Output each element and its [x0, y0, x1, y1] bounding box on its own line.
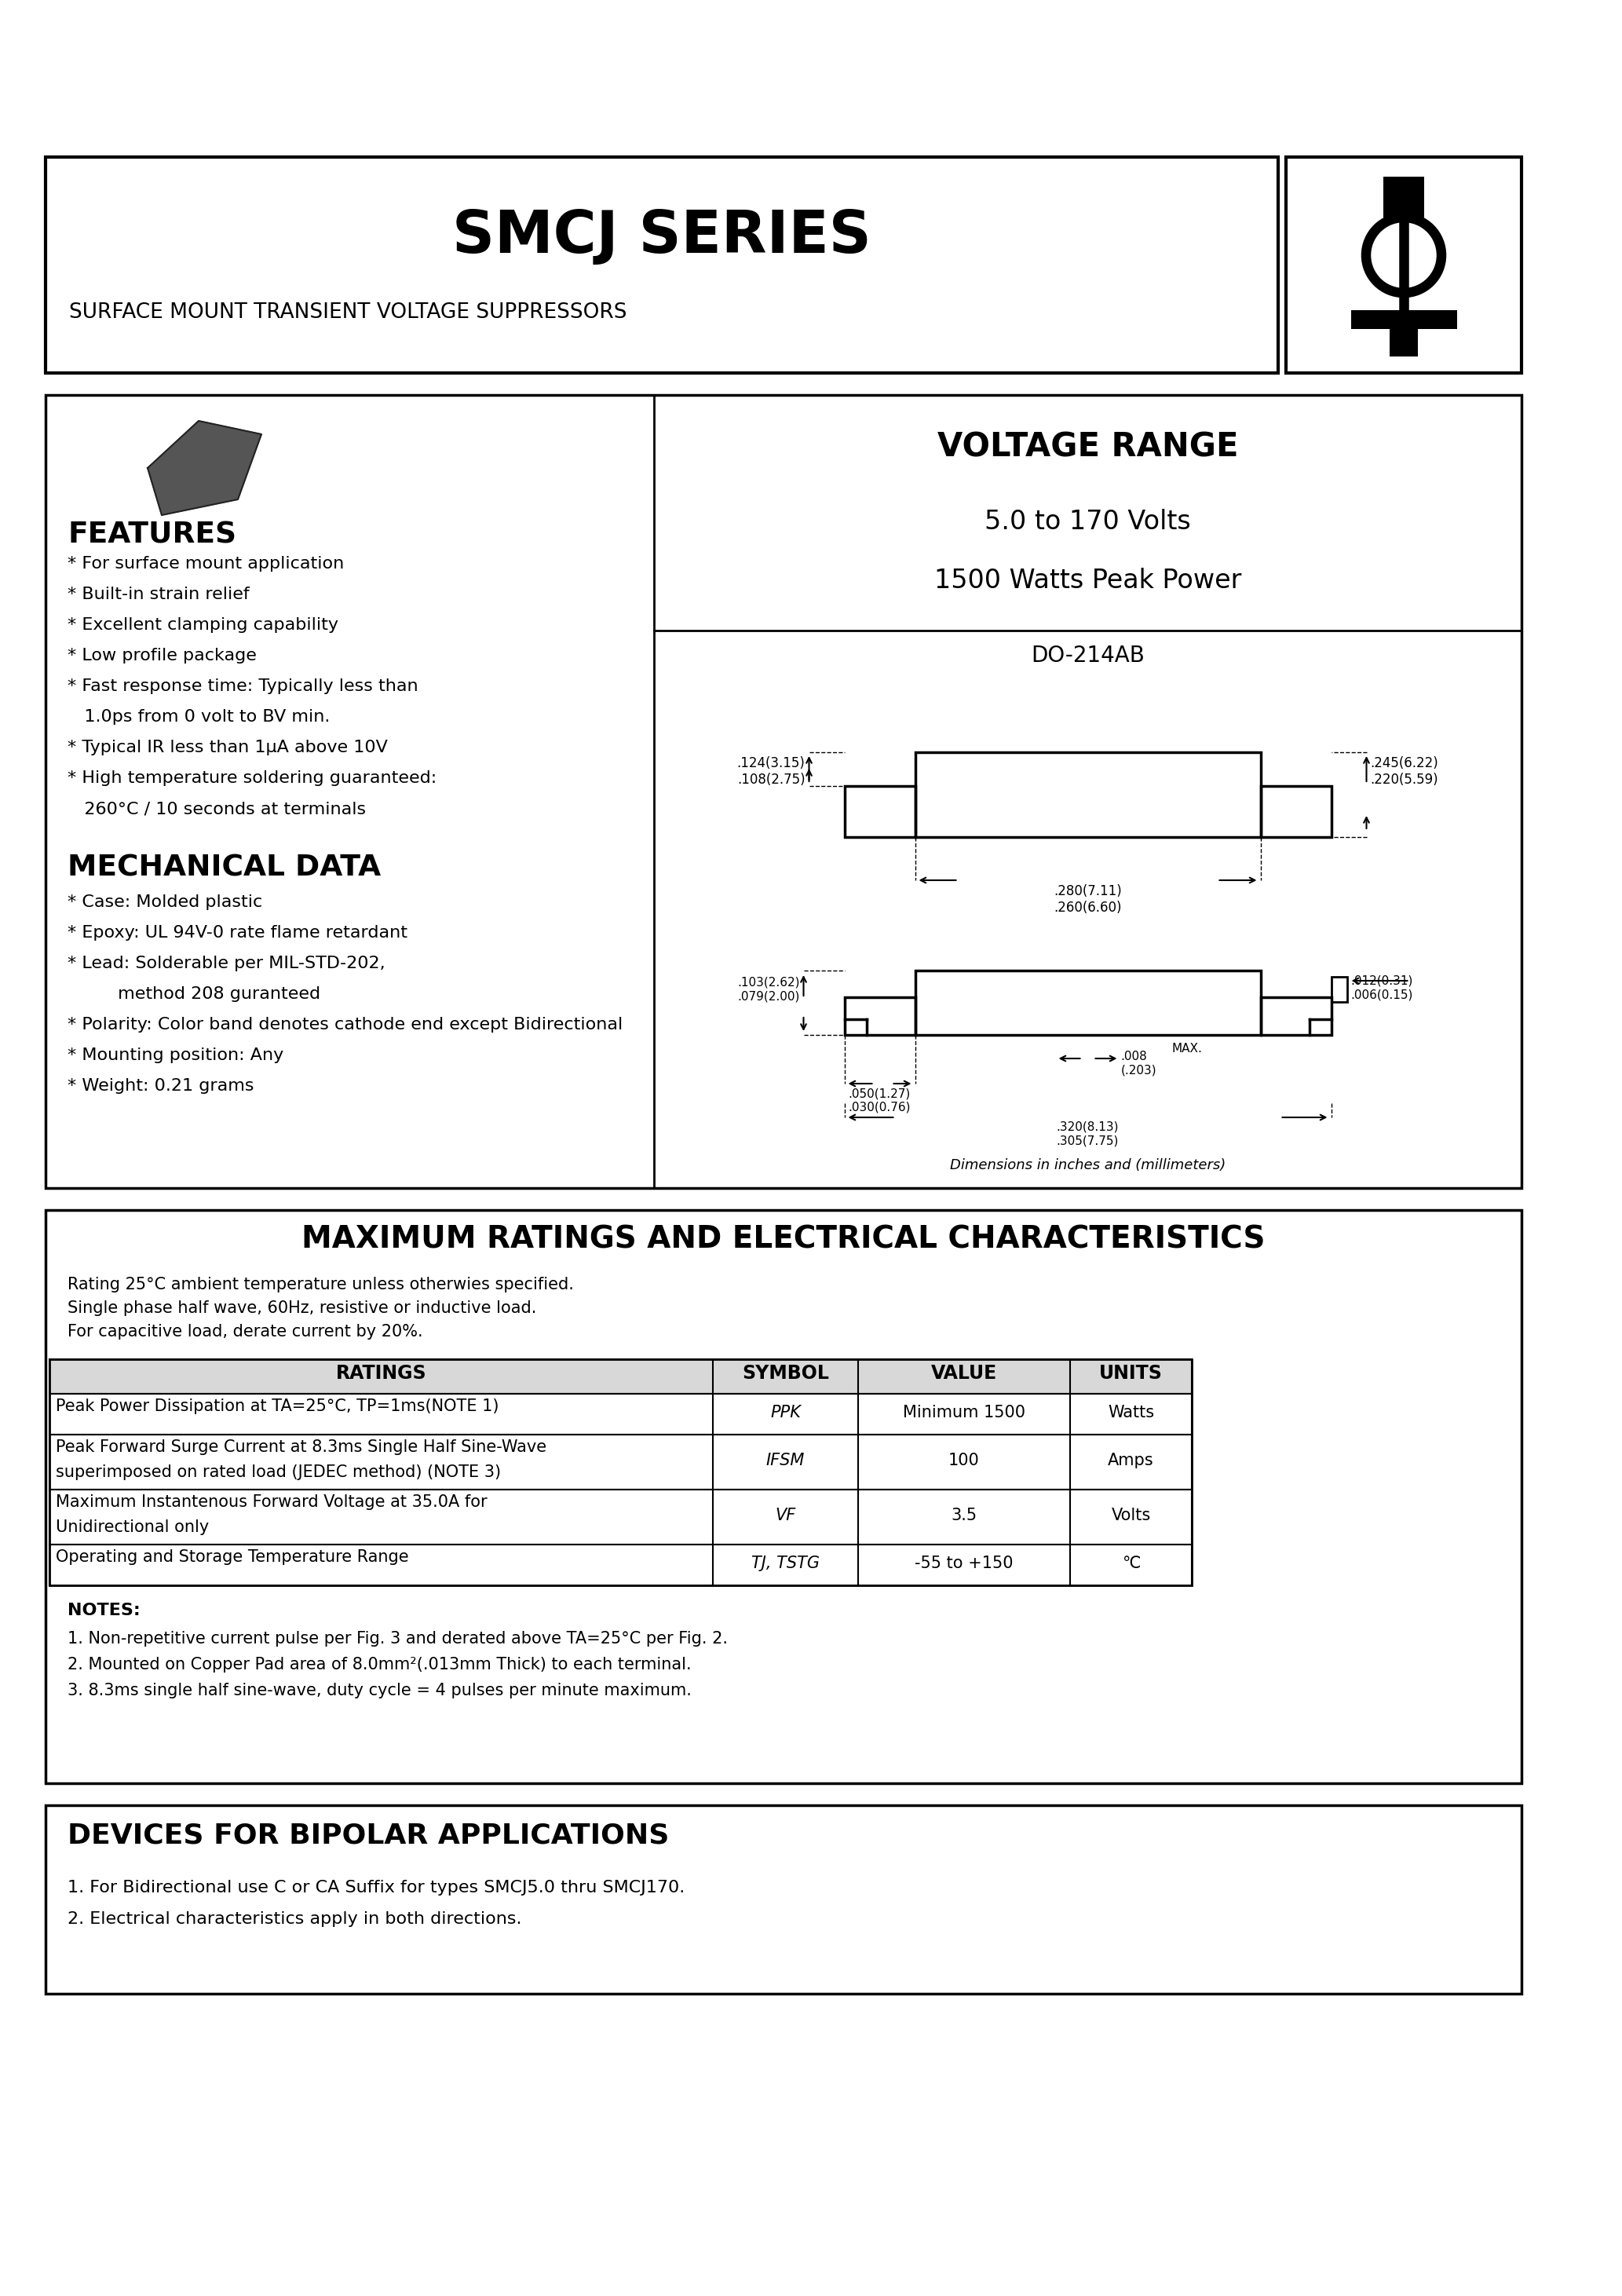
Text: IFSM: IFSM [766, 1453, 805, 1469]
Text: * Weight: 0.21 grams: * Weight: 0.21 grams [68, 1079, 255, 1093]
Bar [45, 156, 1278, 372]
Text: .008
(.203): .008 (.203) [1121, 1052, 1156, 1077]
Text: * Case: Molded plastic: * Case: Molded plastic [68, 895, 263, 909]
Bar [49, 1435, 1192, 1490]
Text: 3.5: 3.5 [950, 1508, 976, 1522]
Bar [1260, 996, 1332, 1035]
Text: Peak Forward Surge Current at 8.3ms Single Half Sine-Wave: Peak Forward Surge Current at 8.3ms Sing… [55, 1440, 547, 1456]
Text: * Built-in strain relief: * Built-in strain relief [68, 585, 250, 602]
Bar [845, 785, 915, 838]
Bar [1390, 328, 1418, 356]
Text: 100: 100 [949, 1453, 980, 1469]
Text: * Low profile package: * Low profile package [68, 647, 256, 664]
Bar [45, 1210, 1521, 1784]
Text: superimposed on rated load (JEDEC method) (NOTE 3): superimposed on rated load (JEDEC method… [55, 1465, 501, 1481]
Text: For capacitive load, derate current by 20%.: For capacitive load, derate current by 2… [68, 1325, 423, 1339]
Text: Watts: Watts [1108, 1405, 1155, 1421]
Bar [1351, 310, 1457, 328]
Text: 2. Mounted on Copper Pad area of 8.0mm²(.013mm Thick) to each terminal.: 2. Mounted on Copper Pad area of 8.0mm²(… [68, 1658, 691, 1671]
Text: MAX.: MAX. [1171, 1042, 1202, 1054]
Text: SMCJ SERIES: SMCJ SERIES [453, 209, 871, 266]
Text: * Mounting position: Any: * Mounting position: Any [68, 1047, 284, 1063]
Text: 1500 Watts Peak Power: 1500 Watts Peak Power [934, 567, 1241, 595]
Text: RATINGS: RATINGS [336, 1364, 427, 1382]
Polygon shape [148, 420, 261, 514]
Text: Dimensions in inches and (millimeters): Dimensions in inches and (millimeters) [950, 1157, 1226, 1173]
Text: UNITS: UNITS [1100, 1364, 1163, 1382]
Text: Peak Power Dissipation at TA=25°C, TP=1ms(NOTE 1): Peak Power Dissipation at TA=25°C, TP=1m… [55, 1398, 500, 1414]
Bar [49, 1545, 1192, 1584]
Text: Volts: Volts [1111, 1508, 1150, 1522]
Text: .124(3.15)
.108(2.75): .124(3.15) .108(2.75) [736, 755, 805, 788]
Text: * High temperature soldering guaranteed:: * High temperature soldering guaranteed: [68, 769, 436, 785]
Text: * Typical IR less than 1μA above 10V: * Typical IR less than 1μA above 10V [68, 739, 388, 755]
Text: SYMBOL: SYMBOL [741, 1364, 829, 1382]
Text: NOTES:: NOTES: [68, 1603, 141, 1619]
Bar [49, 1394, 1192, 1435]
Text: MAXIMUM RATINGS AND ELECTRICAL CHARACTERISTICS: MAXIMUM RATINGS AND ELECTRICAL CHARACTER… [302, 1224, 1265, 1254]
Bar [45, 395, 1521, 1187]
Text: SURFACE MOUNT TRANSIENT VOLTAGE SUPPRESSORS: SURFACE MOUNT TRANSIENT VOLTAGE SUPPRESS… [70, 303, 626, 324]
Text: PPK: PPK [770, 1405, 801, 1421]
Text: 1.0ps from 0 volt to BV min.: 1.0ps from 0 volt to BV min. [68, 709, 329, 726]
Text: DEVICES FOR BIPOLAR APPLICATIONS: DEVICES FOR BIPOLAR APPLICATIONS [68, 1823, 670, 1848]
Text: Minimum 1500: Minimum 1500 [903, 1405, 1025, 1421]
Text: Amps: Amps [1108, 1453, 1153, 1469]
Text: 1. Non-repetitive current pulse per Fig. 3 and derated above TA=25°C per Fig. 2.: 1. Non-repetitive current pulse per Fig.… [68, 1630, 728, 1646]
Text: .012(0.31)
.006(0.15): .012(0.31) .006(0.15) [1351, 976, 1413, 1001]
Text: .280(7.11)
.260(6.60): .280(7.11) .260(6.60) [1054, 884, 1122, 914]
Text: 260°C / 10 seconds at terminals: 260°C / 10 seconds at terminals [68, 801, 367, 817]
Text: 3. 8.3ms single half sine-wave, duty cycle = 4 pulses per minute maximum.: 3. 8.3ms single half sine-wave, duty cyc… [68, 1683, 691, 1699]
Text: 5.0 to 170 Volts: 5.0 to 170 Volts [985, 510, 1191, 535]
Bar [49, 1359, 1192, 1394]
Bar [45, 1805, 1521, 1993]
Text: VOLTAGE RANGE: VOLTAGE RANGE [938, 429, 1238, 464]
Text: VALUE: VALUE [931, 1364, 998, 1382]
Text: 2. Electrical characteristics apply in both directions.: 2. Electrical characteristics apply in b… [68, 1910, 522, 1926]
Text: * Excellent clamping capability: * Excellent clamping capability [68, 618, 339, 634]
Text: * Fast response time: Typically less than: * Fast response time: Typically less tha… [68, 677, 418, 693]
Text: * For surface mount application: * For surface mount application [68, 556, 344, 572]
Bar [845, 996, 915, 1035]
Bar [49, 1359, 1192, 1584]
Text: * Lead: Solderable per MIL-STD-202,: * Lead: Solderable per MIL-STD-202, [68, 955, 384, 971]
Text: .103(2.62)
.079(2.00): .103(2.62) .079(2.00) [738, 976, 800, 1003]
Bar [1286, 156, 1521, 372]
Bar [915, 753, 1260, 838]
Text: Operating and Storage Temperature Range: Operating and Storage Temperature Range [55, 1550, 409, 1566]
Text: Single phase half wave, 60Hz, resistive or inductive load.: Single phase half wave, 60Hz, resistive … [68, 1300, 537, 1316]
Bar [1332, 976, 1346, 1001]
Text: .050(1.27)
.030(0.76): .050(1.27) .030(0.76) [848, 1088, 912, 1114]
Bar [915, 971, 1260, 1035]
Text: FEATURES: FEATURES [68, 521, 237, 549]
Text: MECHANICAL DATA: MECHANICAL DATA [68, 854, 381, 882]
Text: * Polarity: Color band denotes cathode end except Bidirectional: * Polarity: Color band denotes cathode e… [68, 1017, 623, 1033]
Text: VF: VF [775, 1508, 796, 1522]
Text: Maximum Instantenous Forward Voltage at 35.0A for: Maximum Instantenous Forward Voltage at … [55, 1495, 487, 1511]
Text: .245(6.22)
.220(5.59): .245(6.22) .220(5.59) [1371, 755, 1439, 788]
Text: Rating 25°C ambient temperature unless otherwies specified.: Rating 25°C ambient temperature unless o… [68, 1277, 574, 1293]
Text: 1. For Bidirectional use C or CA Suffix for types SMCJ5.0 thru SMCJ170.: 1. For Bidirectional use C or CA Suffix … [68, 1880, 684, 1896]
Text: .320(8.13)
.305(7.75): .320(8.13) .305(7.75) [1056, 1120, 1119, 1146]
Text: ℃: ℃ [1122, 1554, 1140, 1570]
Text: DO-214AB: DO-214AB [1032, 645, 1145, 666]
Text: method 208 guranteed: method 208 guranteed [68, 987, 321, 1001]
Text: TJ, TSTG: TJ, TSTG [751, 1554, 819, 1570]
Bar [49, 1490, 1192, 1545]
Text: Unidirectional only: Unidirectional only [55, 1520, 209, 1536]
Text: * Epoxy: UL 94V-0 rate flame retardant: * Epoxy: UL 94V-0 rate flame retardant [68, 925, 407, 941]
Bar [1260, 785, 1332, 838]
Text: -55 to +150: -55 to +150 [915, 1554, 1014, 1570]
Bar [1384, 177, 1424, 218]
